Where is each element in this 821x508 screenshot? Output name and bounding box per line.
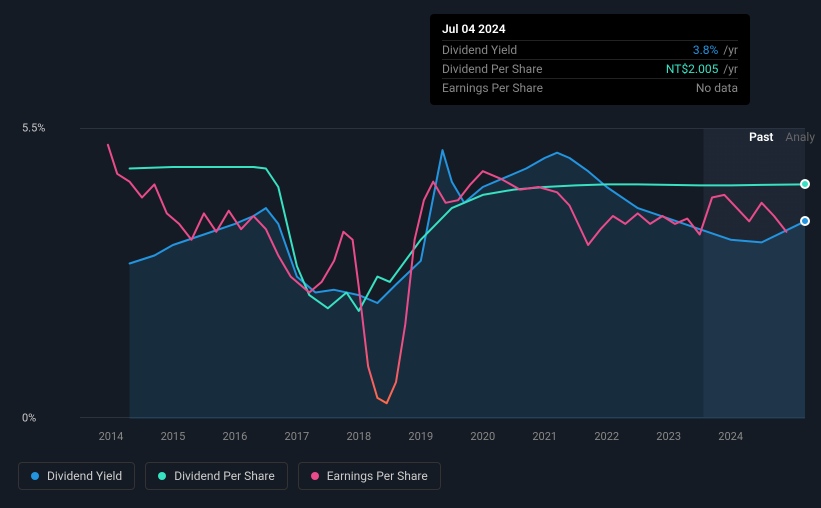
tooltip-row: Earnings Per Share No data xyxy=(442,78,738,97)
series-end-marker xyxy=(800,216,810,226)
legend-dot-icon xyxy=(311,472,319,480)
tooltip-row-label: Dividend Yield xyxy=(442,43,517,57)
x-axis-tick-label: 2020 xyxy=(470,430,495,443)
chart-svg xyxy=(80,129,805,417)
x-axis-tick-label: 2017 xyxy=(285,430,310,443)
tooltip-row-value: NT$2.005 /yr xyxy=(666,62,738,76)
legend-item[interactable]: Dividend Per Share xyxy=(145,462,288,490)
series-end-marker xyxy=(800,179,810,189)
tooltip-date: Jul 04 2024 xyxy=(442,22,738,40)
legend-label: Dividend Per Share xyxy=(174,469,275,483)
x-axis-tick-label: 2022 xyxy=(594,430,619,443)
plot-area[interactable] xyxy=(80,128,805,418)
tooltip-row-label: Earnings Per Share xyxy=(442,81,543,95)
legend: Dividend Yield Dividend Per Share Earnings… xyxy=(18,462,441,490)
tooltip-row: Dividend Yield 3.8% /yr xyxy=(442,40,738,59)
x-axis-tick-label: 2018 xyxy=(346,430,371,443)
chart-tooltip: Jul 04 2024 Dividend Yield3.8% /yrDivide… xyxy=(430,14,750,105)
tab-past[interactable]: Past xyxy=(749,130,773,144)
series-area xyxy=(130,150,805,419)
tooltip-row-label: Dividend Per Share xyxy=(442,62,543,76)
x-axis-tick-label: 2021 xyxy=(532,430,557,443)
y-axis-tick-label: 0% xyxy=(22,412,36,425)
tab-analyst[interactable]: Analy xyxy=(785,130,815,144)
tooltip-row: Dividend Per Share NT$2.005 /yr xyxy=(442,59,738,78)
x-axis-tick-label: 2024 xyxy=(718,430,743,443)
time-range-tabs: Past Analy xyxy=(749,130,815,144)
x-axis-tick-label: 2015 xyxy=(161,430,186,443)
x-axis-tick-label: 2023 xyxy=(656,430,681,443)
tooltip-row-value: No data xyxy=(696,81,738,95)
legend-label: Dividend Yield xyxy=(47,469,122,483)
legend-item[interactable]: Earnings Per Share xyxy=(298,462,441,490)
legend-item[interactable]: Dividend Yield xyxy=(18,462,135,490)
dividend-chart-panel: Jul 04 2024 Dividend Yield3.8% /yrDivide… xyxy=(0,0,821,508)
tooltip-row-value: 3.8% /yr xyxy=(693,43,738,57)
legend-label: Earnings Per Share xyxy=(327,469,428,483)
x-axis-tick-label: 2014 xyxy=(99,430,124,443)
x-axis-labels: 2014 2015 2016 2017 2018 2019 2020 2021 2022 2023… xyxy=(80,430,805,450)
y-axis-tick-label: 5.5% xyxy=(22,122,45,135)
legend-dot-icon xyxy=(31,472,39,480)
x-axis-tick-label: 2019 xyxy=(408,430,433,443)
legend-dot-icon xyxy=(158,472,166,480)
x-axis-tick-label: 2016 xyxy=(223,430,248,443)
